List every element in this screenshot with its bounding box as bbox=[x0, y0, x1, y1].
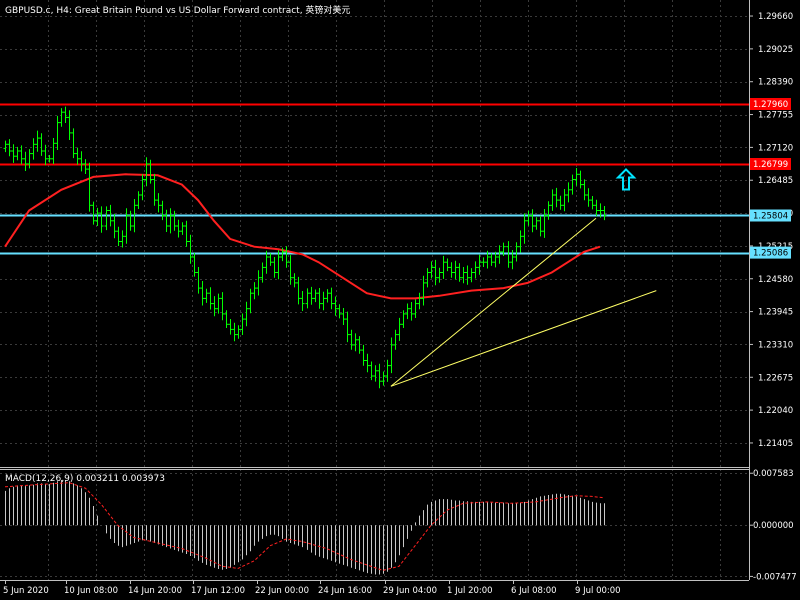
level-tag-label: 1.25086 bbox=[753, 249, 788, 259]
time-axis[interactable]: 5 Jun 2020 10 Jun 08:00 14 Jun 20:00 17 Jun… bbox=[3, 580, 621, 596]
price-tick-label: 1.27755 bbox=[758, 111, 793, 121]
time-tick-label: 29 Jun 04:00 bbox=[383, 586, 437, 596]
time-tick-label: 5 Jun 2020 bbox=[3, 586, 49, 596]
trend-line[interactable] bbox=[390, 290, 657, 387]
price-tick-label: 1.26485 bbox=[758, 176, 793, 186]
level-tags: 1.27960 1.26799 1.25804 1.25086 bbox=[750, 98, 791, 259]
macd-tick-label: -0.007477 bbox=[753, 572, 797, 582]
horizontal-levels[interactable] bbox=[0, 103, 749, 255]
macd-tick-label: 0.007583 bbox=[753, 469, 794, 479]
macd-layer bbox=[4, 480, 605, 575]
price-tick-label: 1.29660 bbox=[758, 12, 793, 22]
time-tick-label: 22 Jun 00:00 bbox=[255, 586, 309, 596]
price-tick-label: 1.27120 bbox=[758, 143, 793, 153]
up-arrow-icon bbox=[615, 168, 637, 191]
price-tick-label: 1.28390 bbox=[758, 78, 793, 88]
level-tag-label: 1.25804 bbox=[753, 212, 788, 222]
macd-axis: 0.007583 0.000000 -0.007477 bbox=[749, 469, 797, 582]
macd-signal-line bbox=[4, 482, 605, 571]
price-tick-label: 1.22040 bbox=[758, 406, 793, 416]
price-tick-label: 1.22675 bbox=[758, 373, 793, 383]
support-tag bbox=[750, 246, 791, 259]
chart-frame bbox=[0, 0, 750, 581]
time-tick-label: 14 Jun 20:00 bbox=[128, 586, 182, 596]
time-tick-label: 17 Jun 12:00 bbox=[191, 586, 245, 596]
price-tick-label: 1.23945 bbox=[758, 308, 793, 318]
arrow-layer bbox=[615, 168, 637, 191]
price-tick-label: 1.21405 bbox=[758, 439, 793, 449]
time-tick-label: 6 Jul 08:00 bbox=[511, 586, 557, 596]
trend-line[interactable] bbox=[390, 217, 597, 387]
level-tag-label: 1.27960 bbox=[753, 100, 788, 110]
time-tick-label: 10 Jun 08:00 bbox=[64, 586, 118, 596]
trend-lines[interactable] bbox=[390, 217, 657, 387]
time-tick-label: 24 Jun 16:00 bbox=[318, 586, 372, 596]
price-tick-label: 1.24580 bbox=[758, 275, 793, 285]
level-tag-label: 1.26799 bbox=[753, 160, 788, 170]
macd-tick-label: 0.000000 bbox=[753, 521, 794, 531]
time-tick-label: 1 Jul 20:00 bbox=[447, 586, 493, 596]
ma-line bbox=[4, 173, 601, 300]
candles bbox=[3, 106, 607, 389]
resistance-tag bbox=[750, 98, 791, 110]
support-tag bbox=[750, 209, 791, 222]
time-tick-label: 9 Jul 00:00 bbox=[575, 586, 621, 596]
price-tick-label: 1.23310 bbox=[758, 340, 793, 350]
price-tick-label: 1.29025 bbox=[758, 45, 793, 55]
macd-label: MACD(12,26,9) 0.003211 0.003973 bbox=[5, 474, 165, 484]
moving-average bbox=[4, 173, 601, 300]
resistance-tag bbox=[750, 158, 791, 170]
chart-title: GBPUSD.c, H4: Great Britain Pound vs US … bbox=[5, 4, 350, 16]
